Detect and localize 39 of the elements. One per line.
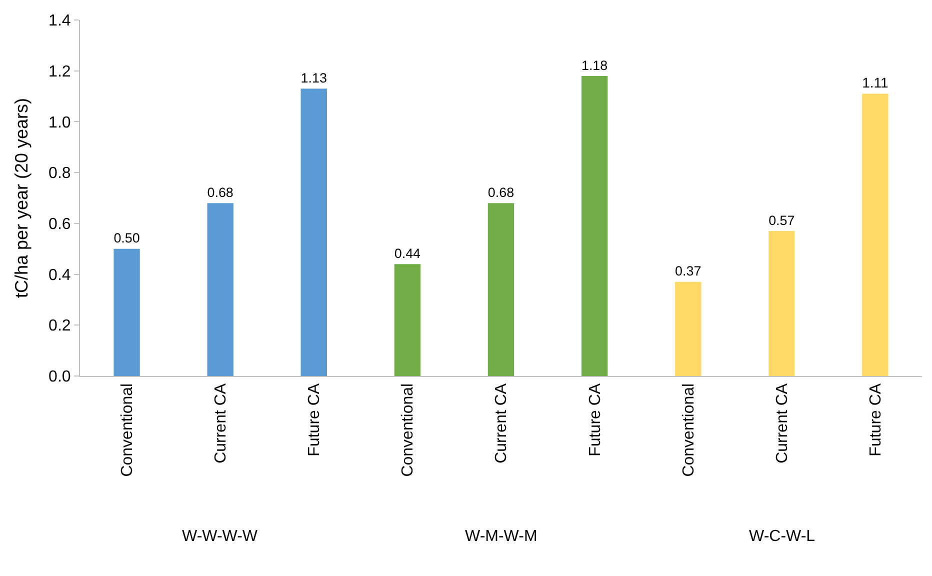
y-tick-label: 1.0 xyxy=(48,114,71,132)
y-tick-label: 0.2 xyxy=(48,318,71,335)
y-axis-title: tC/ha per year (20 years) xyxy=(12,98,32,298)
bar xyxy=(207,203,234,376)
data-label: 1.18 xyxy=(581,58,608,73)
data-label: 0.50 xyxy=(114,230,140,246)
x-tick-label: Conventional xyxy=(680,383,698,477)
bar xyxy=(675,282,702,376)
text: W-C-W-L xyxy=(749,528,816,545)
data-label: 0.68 xyxy=(488,184,514,200)
y-tick-label: 0.6 xyxy=(48,216,71,234)
x-tick-label: Conventional xyxy=(400,383,417,477)
x-tick-label: Future CA xyxy=(586,383,604,456)
bar xyxy=(300,88,327,376)
data-label: 1.11 xyxy=(862,74,889,90)
text: W-M-W-M xyxy=(465,528,538,545)
x-tick-label: Current CA xyxy=(493,383,510,464)
bar xyxy=(488,203,514,376)
data-label: 1.13 xyxy=(300,70,327,86)
y-tick-label: 0.0 xyxy=(48,368,71,386)
bar xyxy=(114,248,140,376)
x-tick-label: Current CA xyxy=(212,383,230,464)
bar xyxy=(862,94,888,376)
y-tick-label: 0.4 xyxy=(48,266,71,284)
x-tick-label: Future CA xyxy=(306,383,324,456)
y-tick-label: 1.2 xyxy=(48,63,71,80)
data-label: 0.68 xyxy=(207,184,234,200)
x-tick-label: Current CA xyxy=(774,383,791,464)
y-tick-label: 0.8 xyxy=(48,165,71,182)
text: W-W-W-W xyxy=(182,528,258,545)
data-label: 0.57 xyxy=(768,212,795,228)
data-label: 0.44 xyxy=(394,246,422,261)
x-tick-label: Future CA xyxy=(867,383,884,456)
bar xyxy=(394,264,421,376)
x-tick-label: Conventional xyxy=(118,383,136,477)
bar xyxy=(768,231,795,376)
data-label: 0.37 xyxy=(675,264,702,279)
bar xyxy=(581,76,608,376)
y-tick-label: 1.4 xyxy=(48,12,71,30)
